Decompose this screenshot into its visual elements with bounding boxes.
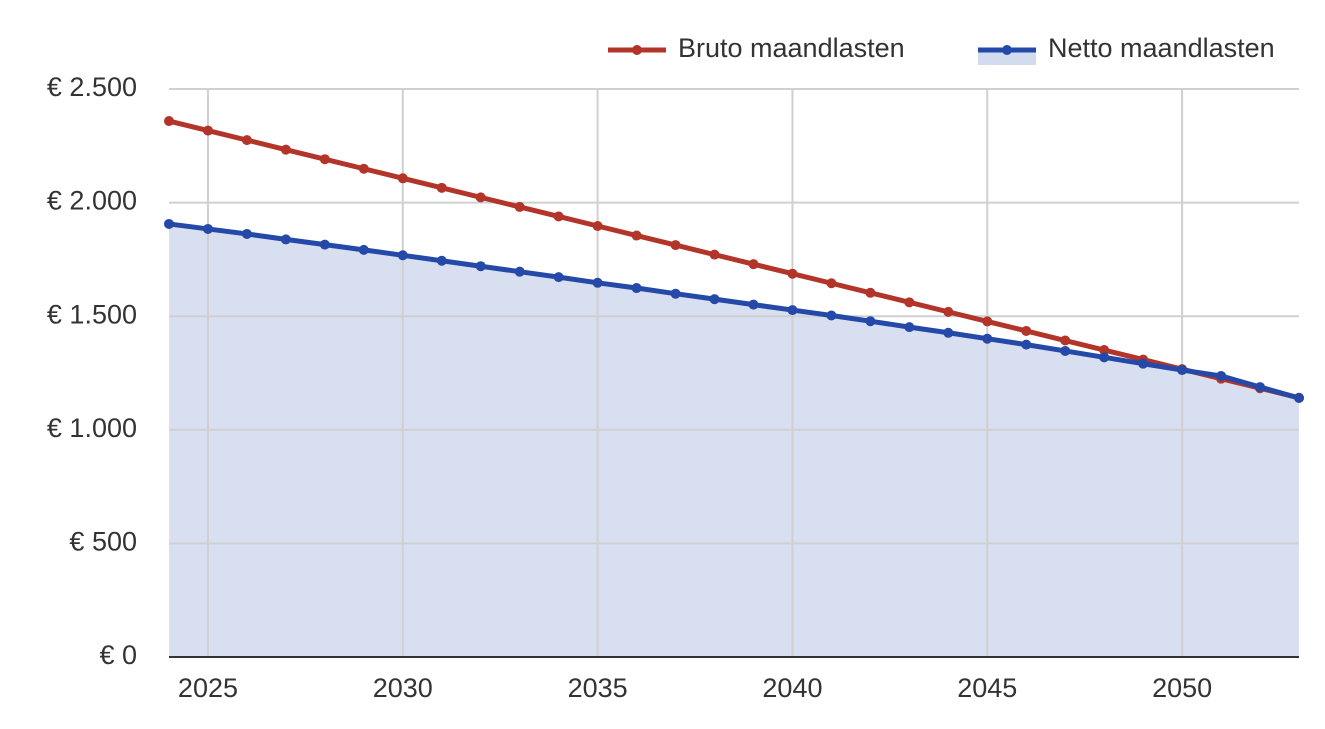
point: [1021, 325, 1032, 336]
point: [358, 244, 369, 255]
point: [280, 144, 291, 155]
point: [592, 221, 603, 232]
point: [709, 249, 720, 260]
point: [1099, 345, 1110, 356]
point: [164, 218, 174, 229]
point: [164, 116, 174, 127]
point: [475, 261, 486, 272]
point: [553, 272, 564, 283]
point: [943, 306, 954, 317]
point: [202, 125, 213, 136]
point: [202, 223, 213, 234]
x-tick-label: 2030: [373, 673, 433, 703]
legend-label: Bruto maandlasten: [678, 33, 905, 63]
point: [436, 182, 447, 193]
point: [241, 135, 252, 146]
y-tick-label: € 1.000: [47, 413, 137, 443]
x-tick-label: 2035: [568, 673, 628, 703]
line: [168, 221, 1300, 401]
point: [982, 333, 993, 344]
point: [553, 211, 564, 222]
x-tick-label: 2040: [762, 673, 822, 703]
point: [1021, 339, 1032, 350]
point: [865, 316, 876, 327]
x-tick-label: 2025: [178, 673, 238, 703]
line: [168, 118, 1300, 401]
legend-swatch: [978, 50, 1036, 65]
point: [1177, 365, 1188, 376]
point: [1255, 382, 1266, 393]
point: [748, 299, 759, 310]
point: [904, 322, 915, 333]
point: [748, 259, 759, 270]
y-tick-label: € 2.500: [47, 72, 137, 102]
point: [631, 230, 642, 241]
point: [475, 192, 486, 203]
point: [397, 173, 408, 184]
point: [826, 278, 837, 289]
x-tick-label: 2045: [957, 673, 1017, 703]
point: [358, 163, 369, 174]
point: [904, 297, 915, 308]
point: [1060, 335, 1071, 346]
point: [397, 250, 408, 261]
x-tick-label: 2050: [1152, 673, 1212, 703]
point: [1099, 352, 1110, 363]
point: [592, 277, 603, 288]
y-tick-label: € 500: [69, 527, 137, 557]
point: [436, 255, 447, 266]
point: [787, 268, 798, 279]
point: [280, 234, 291, 245]
point: [670, 240, 681, 251]
point: [865, 287, 876, 298]
point: [241, 228, 252, 239]
point: [709, 294, 720, 305]
point: [1138, 358, 1149, 369]
legend-dot: [1002, 45, 1012, 55]
point: [1060, 345, 1071, 356]
point: [826, 310, 837, 321]
legend-label: Netto maandlasten: [1048, 33, 1275, 63]
point: [319, 154, 330, 165]
point: [514, 201, 525, 212]
y-tick-label: € 0: [99, 640, 137, 670]
point: [982, 316, 993, 327]
point: [1294, 392, 1304, 403]
y-tick-label: € 1.500: [47, 299, 137, 329]
point: [943, 327, 954, 338]
point: [631, 283, 642, 294]
point: [1216, 370, 1227, 381]
area: [169, 223, 1299, 658]
point: [787, 305, 798, 316]
y-tick-label: € 2.000: [47, 186, 137, 216]
point: [319, 239, 330, 250]
point: [514, 266, 525, 277]
point: [670, 288, 681, 299]
legend-dot: [632, 45, 642, 55]
